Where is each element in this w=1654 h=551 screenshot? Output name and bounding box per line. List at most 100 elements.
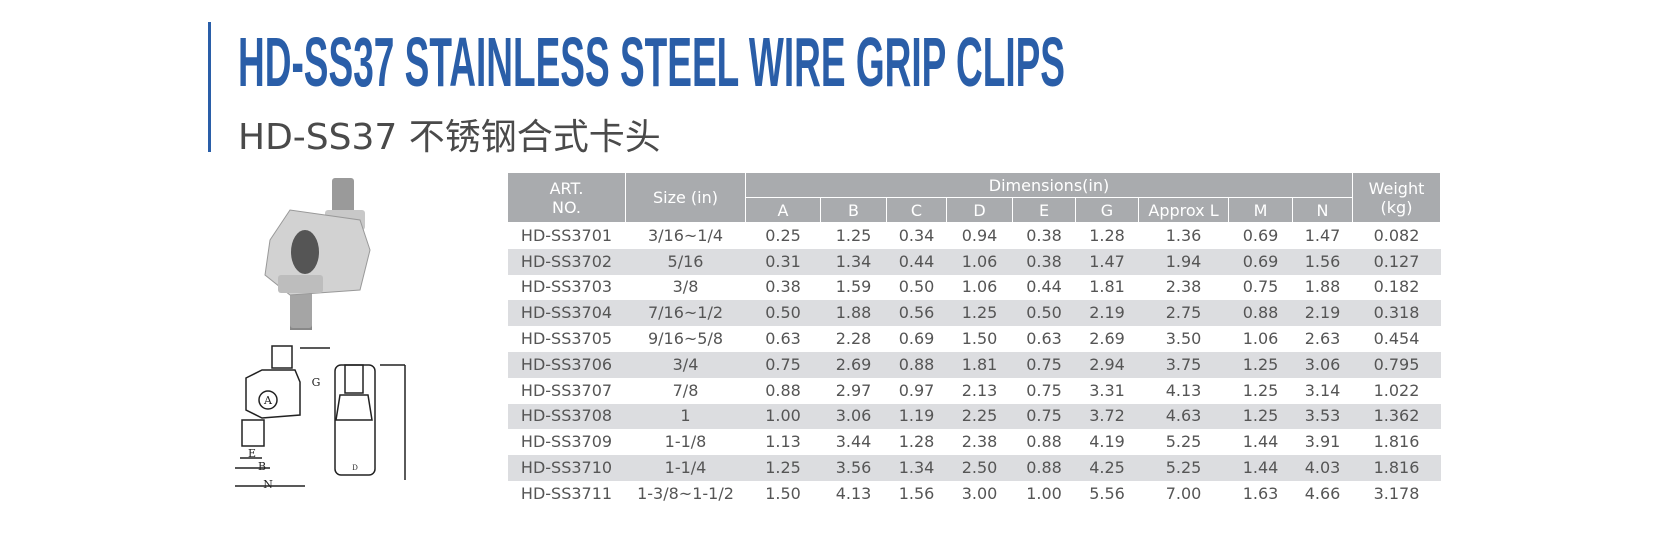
table-cell: 1.25 [745, 455, 821, 481]
table-cell: 1.47 [1304, 225, 1341, 245]
table-cell: HD-SS3704 [507, 300, 626, 327]
technical-drawing [235, 345, 406, 487]
table-cell: 4.25 [1075, 455, 1139, 481]
column-header: E [1012, 197, 1076, 223]
table-cell: 0.318 [1352, 300, 1441, 327]
table-cell: 1-1/8 [664, 432, 707, 452]
table-cell: 1.25 [1228, 351, 1293, 378]
table-cell: 1.25 [946, 300, 1013, 327]
table-row: HD-SS3705 9/16~5/8 0.63 2.28 0.69 1.50 0.63 2.6… [508, 326, 1441, 352]
table-cell: 0.69 [1228, 248, 1293, 275]
table-cell: 0.50 [745, 300, 821, 327]
table-cell: HD-SS3708 [507, 403, 626, 430]
table-cell: 0.75 [1242, 277, 1279, 297]
diagram-label: G [312, 376, 321, 389]
table-cell: 0.75 [1026, 380, 1062, 400]
table-cell: 1.25 [1228, 403, 1293, 430]
column-header: Approx L [1138, 197, 1229, 223]
table-cell: 2.28 [835, 329, 872, 349]
table-cell: 3.44 [835, 432, 872, 452]
header-cell: ART. NO. [507, 172, 626, 223]
title: HD-SS37 STAINLESS STEEL WIRE GRIP CLIPS [238, 23, 1065, 101]
table-cell: 0.454 [1373, 329, 1420, 349]
table-cell: 0.44 [1026, 277, 1062, 297]
table-cell: 9/16~5/8 [647, 329, 724, 349]
table-cell: HD-SS3707 [520, 380, 613, 400]
table-cell: 1.06 [1242, 329, 1279, 349]
table-cell: HD-SS3709 [520, 432, 613, 452]
table-cell: 1.63 [1242, 483, 1279, 503]
column-header: M [1228, 197, 1293, 223]
table-cell: 0.50 [898, 277, 935, 297]
diagram-label: E [248, 447, 256, 460]
table-cell: 2.13 [961, 380, 998, 400]
table-row: HD-SS3706 3/4 0.75 2.69 0.88 1.81 0.75 2.94 3.75… [507, 351, 1441, 378]
table-cell: 4.66 [1304, 483, 1341, 503]
table-cell: HD-SS3710 [507, 455, 626, 481]
table-cell: 2.19 [1292, 300, 1353, 327]
table-cell: 1-1/4 [625, 455, 746, 481]
table-cell: 0.50 [1012, 300, 1076, 327]
table-cell: 0.25 [765, 225, 801, 245]
table-cell: 3.91 [1304, 432, 1341, 452]
table-cell: 4.13 [1165, 380, 1202, 400]
table-cell: 2.97 [835, 380, 872, 400]
table-cell: 0.97 [898, 380, 935, 400]
table-cell: 0.75 [745, 351, 821, 378]
table-cell: HD-SS3703 [520, 277, 613, 297]
table-row: HD-SS3711 1-3/8~1-1/2 1.50 4.13 1.56 3.00 1.00… [508, 481, 1441, 507]
table-cell: 1.06 [946, 248, 1013, 275]
table-cell: 1.28 [898, 432, 935, 452]
table-cell: 1.59 [835, 277, 872, 297]
table-cell: 0.88 [765, 380, 801, 400]
table-cell: 2.50 [946, 455, 1013, 481]
table-cell: 1.25 [835, 225, 872, 245]
table-cell: 1.36 [1165, 225, 1202, 245]
table-cell: 3/16~1/4 [647, 225, 724, 245]
table-cell: 0.75 [1012, 351, 1076, 378]
header-text: NO. [552, 197, 581, 217]
table-cell: 0.88 [1026, 432, 1062, 452]
table-cell: 5.25 [1165, 432, 1202, 452]
table-cell: 2.75 [1138, 300, 1229, 327]
accent-bar [208, 22, 211, 152]
table-row: HD-SS3704 7/16~1/2 0.50 1.88 0.56 1.25 0.50 2.1… [507, 300, 1441, 327]
table-cell: 2.94 [1075, 351, 1139, 378]
table-cell: 0.127 [1352, 248, 1441, 275]
table-cell: 1.13 [765, 432, 801, 452]
table-row: HD-SS3702 5/16 0.31 1.34 0.44 1.06 0.38 1.47 1.9… [507, 248, 1441, 275]
diagram-label: D [352, 464, 358, 472]
table-cell: 4.03 [1292, 455, 1353, 481]
table-cell: 1.47 [1075, 248, 1139, 275]
table-cell: 1.362 [1352, 403, 1441, 430]
table-cell: 3/8 [672, 277, 699, 297]
table-cell: 0.69 [1242, 225, 1279, 245]
table-row: HD-SS3710 1-1/4 1.25 3.56 1.34 2.50 0.88 4.25 5.… [507, 455, 1441, 481]
table-cell: 0.44 [886, 248, 947, 275]
diagram-label: B [258, 460, 266, 473]
table-cell: 2.19 [1075, 300, 1139, 327]
table-cell: 2.69 [820, 351, 887, 378]
subtitle: HD-SS37 不锈钢合式卡头 [238, 117, 661, 158]
table-cell: 2.38 [961, 432, 998, 452]
header-cell: Weight (kg) [1352, 172, 1441, 223]
table-cell: 1 [625, 403, 746, 430]
table-cell: 3.53 [1292, 403, 1353, 430]
diagram-label: N [263, 478, 273, 491]
column-header: G [1075, 197, 1139, 223]
table-cell: 1.816 [1352, 455, 1441, 481]
table-cell: 1.34 [820, 248, 887, 275]
table-cell: 7/8 [672, 380, 699, 400]
table-cell: 3.00 [961, 483, 998, 503]
column-header: C [886, 197, 947, 223]
table-cell: 2.38 [1165, 277, 1202, 297]
table-cell: 3.06 [820, 403, 887, 430]
table-cell: 1.50 [765, 483, 801, 503]
table-cell: 1.88 [820, 300, 887, 327]
table-cell: 3.50 [1165, 329, 1202, 349]
table-cell: 0.75 [1012, 403, 1076, 430]
table-cell: 7.00 [1165, 483, 1202, 503]
table-cell: 1.81 [946, 351, 1013, 378]
table-cell: 1.44 [1228, 455, 1293, 481]
